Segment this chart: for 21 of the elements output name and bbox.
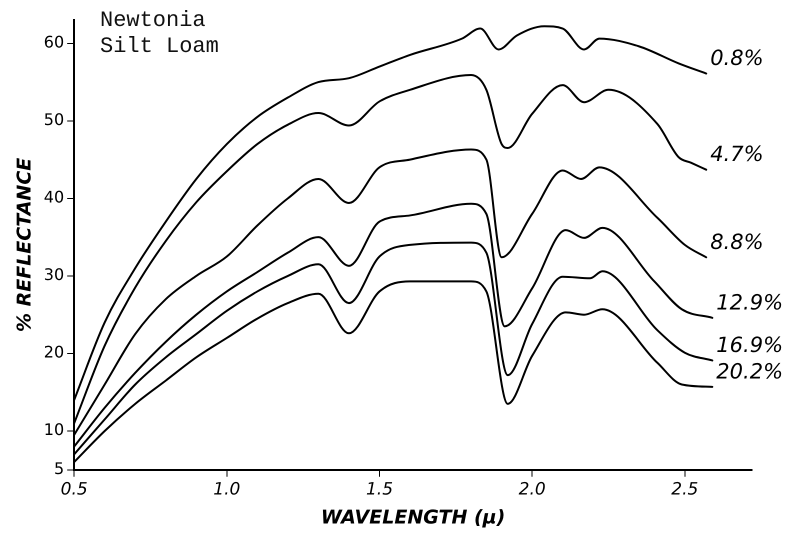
x-tick-label: 1.0 [213,479,240,500]
series-label: 0.8% [710,46,764,70]
series-label: 16.9% [716,332,784,357]
series-label: 4.7% [710,142,764,166]
x-tick-label: 1.5 [366,479,394,500]
y-tick-label: 20 [44,342,64,362]
y-tick-label: 5 [54,458,64,478]
y-tick-label: 50 [44,110,64,129]
x-axis-title: WAVELENGTH (μ) [320,506,506,529]
series-label: 8.8% [710,230,764,254]
x-tick-label: 2.5 [671,479,698,500]
series-label: 20.2% [716,359,784,384]
y-tick-label: 10 [44,420,64,440]
chart-title: Newtonia Silt Loam [100,8,220,60]
x-tick-label: 0.5 [60,479,88,500]
series-label: 12.9% [716,290,784,314]
y-tick-label: 60 [44,32,64,52]
y-tick-label: 40 [44,188,64,207]
x-tick-label: 2.0 [518,479,546,500]
y-axis-title: % REFLECTANCE [13,158,36,332]
y-tick-label: 30 [44,265,64,284]
